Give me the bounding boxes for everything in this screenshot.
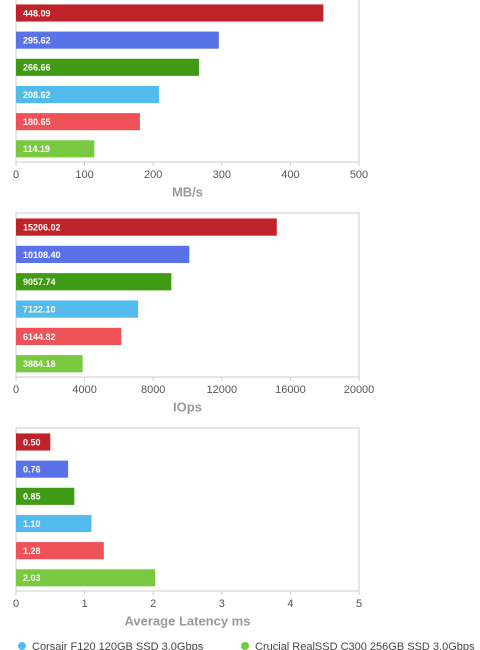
x-tick-label: 12000 xyxy=(207,384,238,396)
plot-area xyxy=(15,427,360,592)
x-tick-label: 20000 xyxy=(344,384,375,396)
bar xyxy=(16,4,324,22)
value-label: 0.85 xyxy=(23,492,41,502)
value-label: 0.76 xyxy=(23,465,41,475)
value-label: 7122.10 xyxy=(23,304,56,314)
value-label: 6144.82 xyxy=(23,332,56,342)
bar xyxy=(16,542,104,560)
value-label: 2.03 xyxy=(23,573,41,583)
bar xyxy=(16,300,139,318)
plot-area xyxy=(15,212,360,378)
x-tick-label: 400 xyxy=(281,169,299,181)
legend-marker xyxy=(18,642,26,650)
x-tick-label: 0 xyxy=(13,384,19,396)
bar xyxy=(16,113,140,131)
bar xyxy=(16,433,51,451)
x-tick-label: 500 xyxy=(350,169,368,181)
x-tick-label: 0 xyxy=(13,598,19,610)
value-label: 9057.74 xyxy=(23,277,56,287)
x-tick-label: 5 xyxy=(356,598,362,610)
x-tick-label: 4000 xyxy=(72,384,96,396)
value-label: 1.28 xyxy=(23,546,41,556)
axis-title: IOps xyxy=(173,399,202,414)
legend-marker xyxy=(241,642,249,650)
bar xyxy=(16,85,160,104)
bar xyxy=(16,355,83,373)
x-tick-label: 3 xyxy=(219,598,225,610)
bar xyxy=(16,218,277,236)
value-label: 448.09 xyxy=(23,8,51,18)
legend-label: Corsair F120 120GB SSD 3.0Gbps xyxy=(32,641,204,650)
value-label: 114.19 xyxy=(23,144,50,154)
x-tick-label: 2 xyxy=(150,598,156,610)
value-label: 3884.18 xyxy=(23,359,56,369)
x-tick-label: 4 xyxy=(287,598,293,610)
axis-title: MB/s xyxy=(172,184,203,199)
x-tick-label: 0 xyxy=(13,169,19,181)
bar xyxy=(16,460,69,478)
legend-label: Crucial RealSSD C300 256GB SSD 3.0Gbps xyxy=(255,641,475,650)
bar xyxy=(16,327,122,346)
value-label: 208.62 xyxy=(23,90,51,100)
x-tick-label: 16000 xyxy=(275,384,306,396)
bar xyxy=(16,569,156,587)
x-tick-label: 8000 xyxy=(141,384,165,396)
bar xyxy=(16,245,190,264)
value-label: 266.66 xyxy=(23,63,51,73)
x-tick-label: 100 xyxy=(75,169,93,181)
plot-area xyxy=(15,0,360,163)
value-label: 0.50 xyxy=(23,437,41,447)
x-tick-label: 200 xyxy=(144,169,162,181)
bar xyxy=(16,58,199,76)
x-tick-label: 300 xyxy=(213,169,231,181)
bar xyxy=(16,487,75,505)
value-label: 15206.02 xyxy=(23,222,61,232)
x-tick-label: 1 xyxy=(82,598,88,610)
bar xyxy=(16,140,95,158)
value-label: 180.65 xyxy=(23,117,51,127)
value-label: 295.62 xyxy=(23,36,51,46)
bar xyxy=(16,514,92,533)
bar xyxy=(16,31,219,49)
value-label: 10108.40 xyxy=(23,250,61,260)
bar xyxy=(16,273,172,291)
value-label: 1.10 xyxy=(23,519,41,529)
axis-title: Average Latency ms xyxy=(125,613,251,628)
